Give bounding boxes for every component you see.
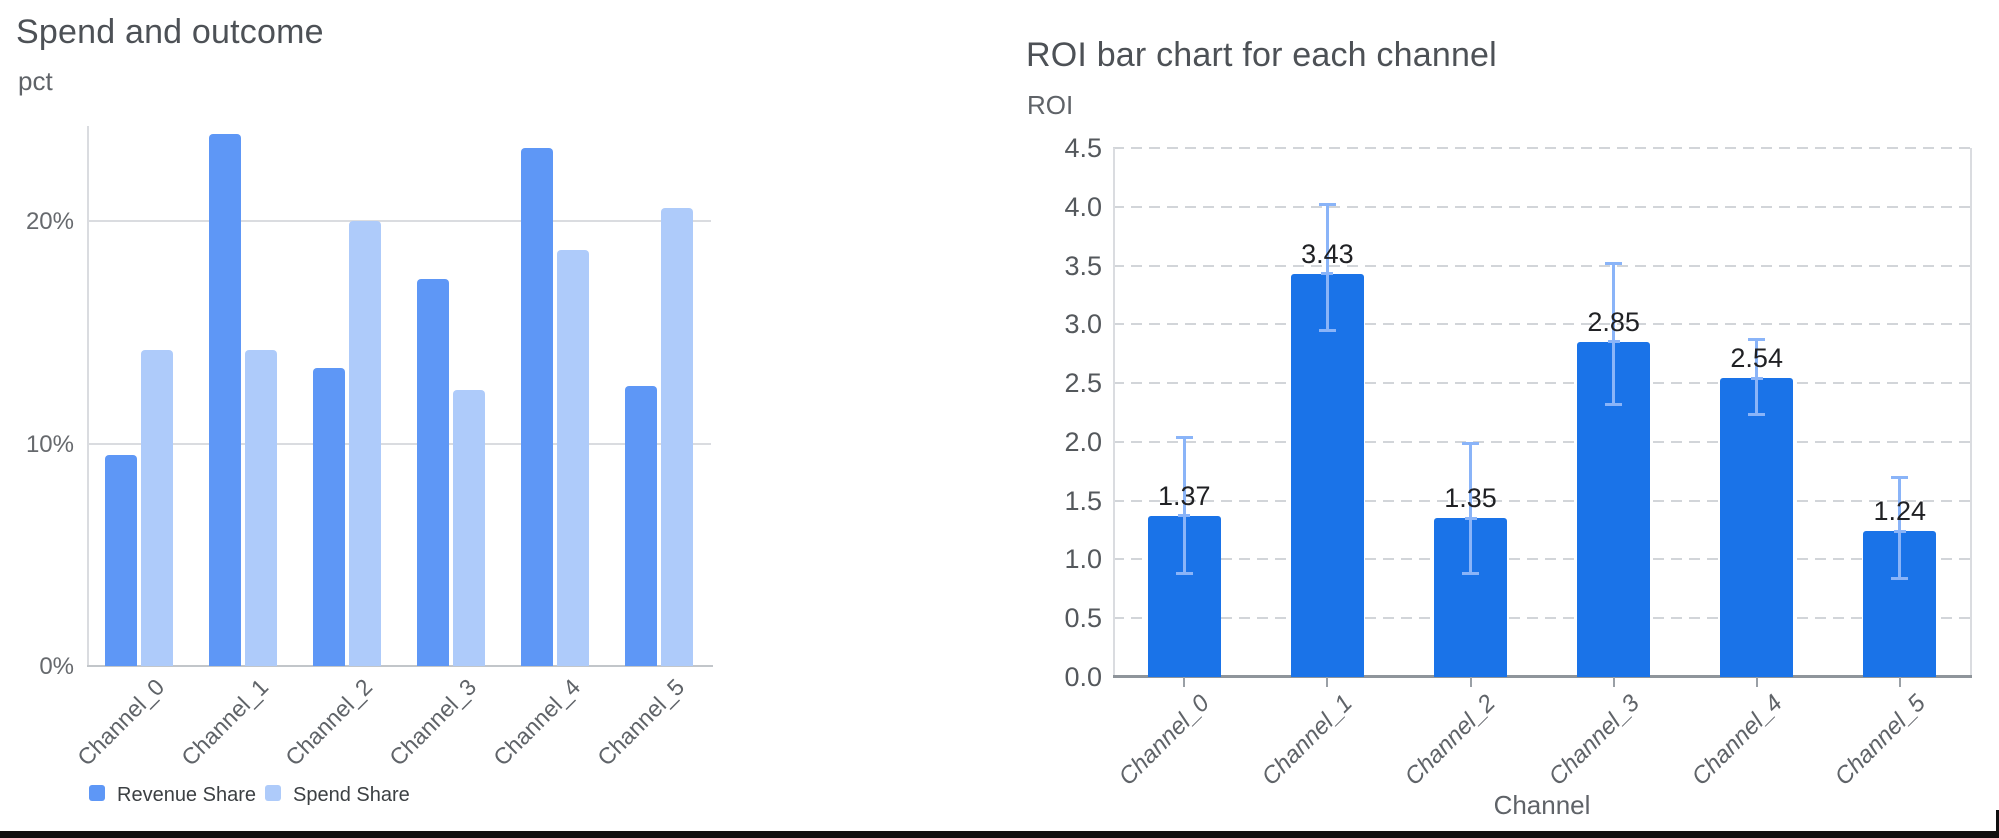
axis-tick-channel_3	[1612, 677, 1615, 687]
error-bar-cap-top-channel_1	[1318, 202, 1336, 206]
y-tick-label: 2.0	[1064, 426, 1102, 457]
y-tick-label: 0.5	[1064, 603, 1102, 634]
bar-revenue-share-channel_4	[521, 147, 553, 666]
right-window-edge	[1996, 810, 1999, 838]
error-bar-mean-marker-channel_1	[1321, 272, 1334, 276]
x-axis-line	[1113, 675, 1972, 678]
y-tick-label: 3.5	[1064, 250, 1102, 281]
y-tick-label: 1.0	[1064, 544, 1102, 575]
bar-revenue-share-channel_5	[625, 385, 657, 666]
gridline-3.5	[1113, 264, 1972, 267]
error-bar-cap-bottom-channel_0	[1175, 572, 1193, 576]
error-bar-cap-bottom-channel_1	[1318, 328, 1336, 332]
bar-spend-share-channel_2	[349, 221, 381, 666]
revenue-share-legend-label: Revenue Share	[117, 784, 256, 806]
y-tick-label: 1.5	[1064, 485, 1102, 516]
y-tick-label: 4.0	[1064, 191, 1102, 222]
axis-tick-channel_4	[1755, 677, 1758, 687]
gridline-2.5	[1113, 382, 1972, 385]
data-label-channel_4: 2.54	[1730, 343, 1783, 374]
bar-spend-share-channel_5	[661, 207, 693, 666]
bottom-window-edge	[0, 831, 1999, 838]
plot-right-border	[1970, 148, 1972, 677]
y-tick-label: 0.0	[1064, 662, 1102, 692]
data-label-channel_2: 1.35	[1444, 483, 1497, 514]
axis-tick-channel_1	[1326, 677, 1329, 687]
error-bar-mean-marker-channel_5	[1893, 529, 1906, 533]
gridline-3.0	[1113, 323, 1972, 326]
y-tick-label: 3.0	[1064, 309, 1102, 340]
x-tick-label-channel_0: Channel_0	[1113, 689, 1215, 791]
spend-share-legend-label: Spend Share	[293, 784, 410, 806]
channel-axis-title: Channel	[1493, 790, 1591, 820]
x-tick-label-channel_3: Channel_3	[1543, 689, 1645, 791]
axis-tick-channel_5	[1898, 677, 1901, 687]
error-bar-mean-marker-channel_4	[1750, 376, 1763, 380]
y-tick-label: 0%	[39, 653, 74, 680]
y-tick-label: 10%	[25, 430, 74, 458]
bar-spend-share-channel_1	[245, 350, 277, 666]
y-axis-line	[87, 126, 89, 666]
axis-tick-channel_0	[1183, 677, 1186, 687]
gridline-2.0	[1113, 440, 1972, 443]
error-bar-cap-bottom-channel_5	[1891, 576, 1909, 580]
roi-bar-channel_4	[1720, 378, 1794, 677]
error-bar-mean-marker-channel_2	[1464, 516, 1477, 520]
gridline-4.0	[1113, 205, 1972, 208]
pct-axis-label: pct	[18, 66, 53, 96]
error-bar-line-channel_3	[1612, 263, 1616, 405]
roi-chart-title: ROI bar chart for each channel	[1026, 36, 1497, 74]
gridline-0.5	[1113, 617, 1972, 620]
gridline-20pct	[87, 220, 711, 222]
gridline-4.5	[1113, 147, 1972, 150]
bar-revenue-share-channel_3	[417, 278, 449, 666]
gridline-1.0	[1113, 558, 1972, 561]
x-tick-label-channel_2: Channel_2	[1399, 689, 1502, 791]
roi-bar-channel_1	[1290, 273, 1364, 677]
bar-spend-share-channel_3	[453, 390, 485, 666]
bar-spend-share-channel_4	[557, 249, 589, 666]
x-tick-label-channel_4: Channel_4	[1686, 689, 1788, 791]
x-tick-label-channel_5: Channel_5	[1829, 689, 1931, 791]
gridline-1.5	[1113, 499, 1972, 502]
error-bar-line-channel_2	[1469, 443, 1472, 574]
error-bar-cap-bottom-channel_3	[1605, 402, 1623, 406]
y-tick-label: 2.5	[1064, 368, 1102, 399]
error-bar-cap-top-channel_3	[1605, 261, 1623, 265]
spend-share-legend-swatch	[265, 785, 281, 801]
error-bar-mean-marker-channel_0	[1178, 514, 1191, 518]
error-bar-cap-bottom-channel_4	[1748, 413, 1766, 417]
error-bar-cap-bottom-channel_2	[1462, 572, 1479, 576]
data-label-channel_3: 2.85	[1587, 306, 1640, 337]
data-label-channel_5: 1.24	[1873, 496, 1927, 527]
plot-left-border	[1113, 148, 1115, 677]
error-bar-line-channel_5	[1898, 477, 1902, 579]
spend-outcome-chart-title: Spend and outcome	[16, 13, 324, 51]
x-tick-label-channel_1: Channel_1	[1256, 689, 1359, 791]
axis-tick-channel_2	[1469, 677, 1472, 687]
roi-axis-label: ROI	[1027, 90, 1074, 120]
y-tick-label: 20%	[25, 208, 74, 235]
revenue-share-legend-swatch	[89, 785, 105, 801]
error-bar-line-channel_0	[1182, 437, 1186, 574]
error-bar-mean-marker-channel_3	[1607, 340, 1620, 344]
bar-spend-share-channel_0	[141, 350, 173, 666]
error-bar-cap-top-channel_2	[1462, 441, 1479, 445]
gridline-10pct	[87, 442, 711, 445]
error-bar-cap-top-channel_5	[1891, 475, 1909, 479]
data-label-channel_1: 3.43	[1301, 238, 1354, 269]
error-bar-cap-top-channel_0	[1175, 435, 1193, 439]
bar-revenue-share-channel_0	[105, 454, 137, 666]
bar-revenue-share-channel_2	[313, 367, 345, 666]
data-label-channel_0: 1.37	[1158, 480, 1211, 511]
error-bar-line-channel_1	[1325, 204, 1329, 331]
error-bar-cap-top-channel_4	[1748, 338, 1766, 342]
bar-revenue-share-channel_1	[209, 134, 241, 666]
x-axis-line	[87, 665, 713, 667]
y-tick-label: 4.5	[1064, 133, 1102, 164]
